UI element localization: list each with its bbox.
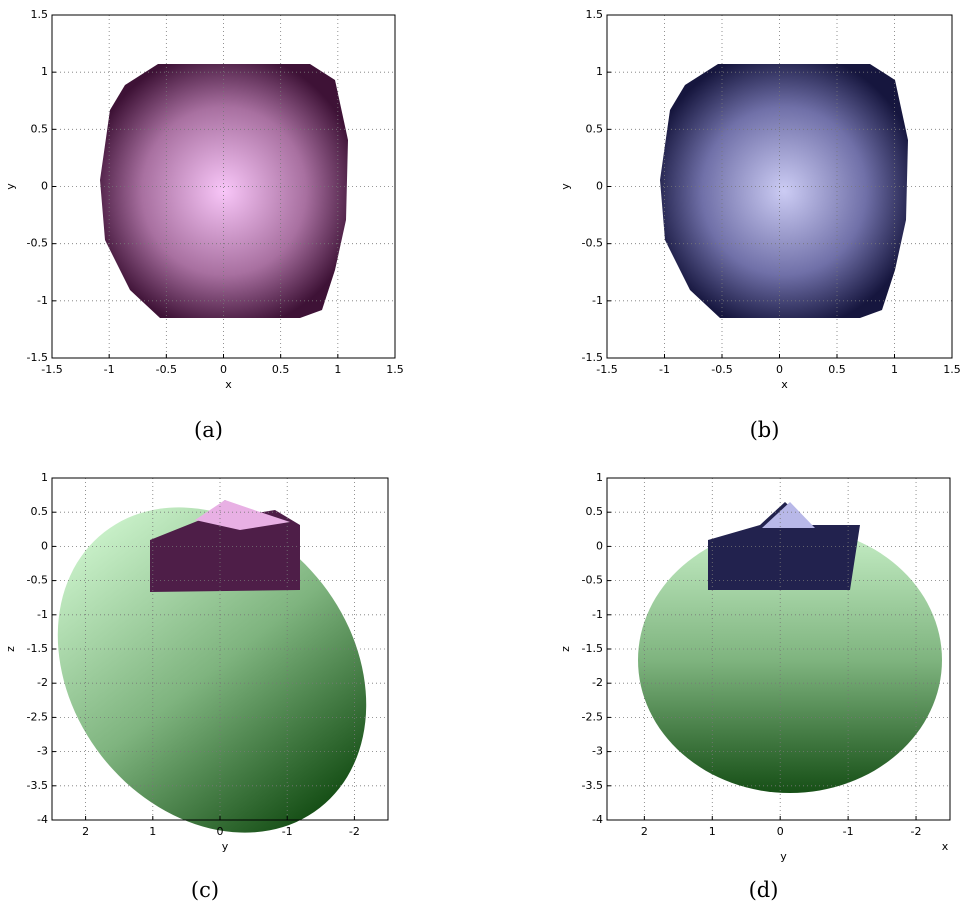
y-tick-label: -3.5	[582, 779, 603, 792]
x-tick-label: 2	[641, 825, 648, 838]
y-tick-label: -1.5	[582, 642, 603, 655]
figure: -1.5 -1 -0.5 0 0.5 1 1.5 -1.5 -1 -0.5 0 0.5 1 1.5 x y (a…	[0, 0, 966, 907]
y-tick-label: -2.5	[582, 710, 603, 723]
cloud-d	[638, 502, 942, 793]
y-tick-label: -2.5	[27, 710, 48, 723]
y-tick-label: -1.5	[582, 351, 603, 364]
y-tick-label: -1.5	[27, 642, 48, 655]
caption: (a)	[194, 418, 223, 442]
y-tick-label: -2	[592, 676, 603, 689]
x-tick-label: 1	[334, 363, 341, 376]
y-tick-label: -2	[37, 676, 48, 689]
y-tick-label: -0.5	[582, 237, 603, 250]
y-axis-label: z	[4, 646, 17, 652]
x-tick-label: -2	[349, 825, 360, 838]
y-tick-label: 0	[596, 180, 603, 193]
y-tick-label: 1	[41, 471, 48, 484]
y-axis-label: y	[4, 183, 17, 190]
face-a	[100, 64, 348, 318]
cloud-c	[0, 446, 430, 894]
caption: (c)	[191, 878, 219, 902]
y-tick-label: -0.5	[27, 237, 48, 250]
y-tick-label: 1	[41, 65, 48, 78]
y-tick-label: -3.5	[27, 779, 48, 792]
y-tick-label: -1	[37, 294, 48, 307]
y-tick-label: -4	[37, 813, 48, 826]
y-tick-label: -0.5	[27, 574, 48, 587]
x-tick-label: 0	[777, 825, 784, 838]
corner-label: x	[942, 840, 949, 853]
x-tick-label: -1	[104, 363, 115, 376]
y-tick-label: 0.5	[586, 122, 604, 135]
y-tick-label: 1.5	[31, 8, 49, 21]
y-tick-label: 1	[596, 65, 603, 78]
x-tick-label: 0	[217, 825, 224, 838]
y-axis-label: y	[559, 183, 572, 190]
y-tick-label: 1	[596, 471, 603, 484]
y-tick-label: 1.5	[586, 8, 604, 21]
x-tick-label: 1.5	[386, 363, 404, 376]
x-tick-label: -1.5	[41, 363, 62, 376]
caption: (d)	[749, 878, 779, 902]
y-tick-label: 0.5	[586, 505, 604, 518]
x-tick-label: -1	[659, 363, 670, 376]
y-tick-label: -3	[592, 745, 603, 758]
x-tick-label: 1	[709, 825, 716, 838]
y-tick-label: 0	[41, 539, 48, 552]
caption: (b)	[750, 418, 780, 442]
y-tick-label: -3	[37, 745, 48, 758]
x-tick-label: 1.5	[943, 363, 961, 376]
y-tick-label: -0.5	[582, 574, 603, 587]
x-tick-label: -0.5	[711, 363, 732, 376]
x-axis-label: y	[780, 850, 787, 863]
y-axis-label: z	[559, 646, 572, 652]
x-tick-label: -1	[282, 825, 293, 838]
x-tick-label: 0.5	[828, 363, 846, 376]
x-axis-label: x	[225, 378, 232, 391]
x-axis-label: x	[781, 378, 788, 391]
x-tick-label: 2	[82, 825, 89, 838]
y-tick-label: -1	[592, 294, 603, 307]
x-tick-label: 1	[891, 363, 898, 376]
y-tick-label: 0	[41, 180, 48, 193]
x-tick-label: -2	[911, 825, 922, 838]
face-b	[660, 64, 908, 318]
x-axis-label: y	[222, 840, 229, 853]
y-tick-label: -4	[592, 813, 603, 826]
y-tick-label: -1	[37, 608, 48, 621]
x-tick-label: 1	[149, 825, 156, 838]
x-tick-label: -0.5	[156, 363, 177, 376]
y-tick-label: -1	[592, 608, 603, 621]
y-tick-label: 0	[596, 539, 603, 552]
x-tick-label: 0	[776, 363, 783, 376]
x-tick-label: 0	[220, 363, 227, 376]
x-tick-label: -1	[843, 825, 854, 838]
y-tick-label: 0.5	[31, 122, 49, 135]
y-tick-label: 0.5	[31, 505, 49, 518]
y-tick-label: -1.5	[27, 351, 48, 364]
x-tick-label: 0.5	[272, 363, 290, 376]
x-tick-label: -1.5	[596, 363, 617, 376]
